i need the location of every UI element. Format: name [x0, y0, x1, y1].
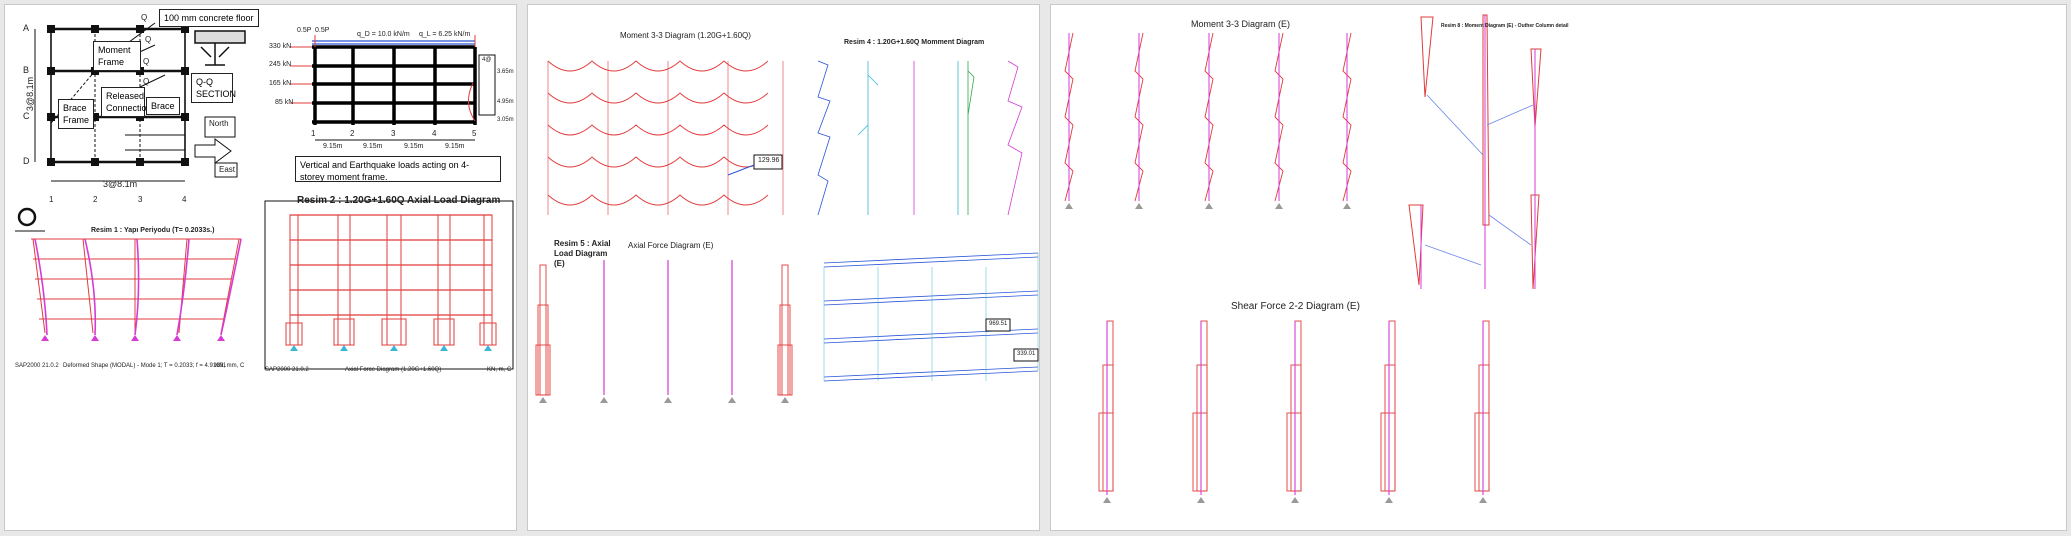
slide-1-drawing — [15, 22, 514, 370]
resim2-footer-right: KN, m, C — [487, 367, 512, 373]
elev-col-5: 5 — [472, 129, 477, 138]
resim1-footer-mid: Deformed Shape (MODAL) - Mode 1; T = 0.2… — [63, 363, 227, 369]
story-height-3: 4.95m — [497, 99, 514, 105]
slide2-moment-callout: 129.96 — [758, 157, 780, 164]
resim2-footer-left: SAP2000 21.0.2 — [265, 367, 309, 373]
q-mark-4: Q — [143, 77, 150, 86]
callout-brace-frame: Brace Frame — [58, 99, 94, 129]
axis-col-2: 2 — [93, 195, 98, 204]
slide3-moment-title: Moment 3-3 Diagram (E) — [1191, 19, 1291, 29]
bay-2: 9.15m — [363, 143, 383, 150]
axial-e-title: Axial Force Diagram (E) — [628, 241, 714, 250]
story-height-1: 4@ — [482, 57, 492, 63]
slide2-moment-title: Moment 3-3 Diagram (1.20G+1.60Q) — [620, 31, 751, 40]
bay-3: 9.15m — [404, 143, 424, 150]
q-mark-3: Q — [143, 57, 150, 66]
bay-1: 9.15m — [323, 143, 343, 150]
q-mark-2: Q — [145, 35, 152, 44]
shear-callout-1: 969.51 — [989, 321, 1008, 327]
resim5-title: Resim 5 : Axial Load Diagram (E) — [554, 239, 611, 268]
shear-title: Shear Force 2-2 Diagram (E) — [1231, 301, 1360, 312]
slide-3[interactable]: Moment 3-3 Diagram (E) Resim 8 : Moment … — [1050, 4, 2067, 531]
axis-row-a: A — [23, 23, 30, 33]
lateral-load-2: 245 kN — [269, 61, 292, 68]
slide-1[interactable]: A B C D 1 2 3 4 3@8.1m 3@8.1m 100 mm con… — [4, 4, 517, 531]
q-mark-1: Q — [141, 13, 148, 22]
elev-col-1: 1 — [311, 129, 316, 138]
elev-col-4: 4 — [432, 129, 437, 138]
top-load-4: q_L = 6.25 kN/m — [419, 31, 471, 38]
axis-row-c: C — [23, 111, 30, 121]
top-load-3: q_D = 10.0 kN/m — [357, 31, 410, 38]
slide-2[interactable]: Moment 3-3 Diagram (1.20G+1.60Q) 129.96 … — [527, 4, 1040, 531]
top-load-1: 0.5P — [297, 27, 312, 34]
story-height-2: 3.65m — [497, 69, 514, 75]
elevation-caption: Vertical and Earthquake loads acting on … — [295, 156, 501, 182]
resim1-title: Resim 1 : Yapı Periyodu (T= 0.2033s.) — [91, 227, 215, 234]
lateral-load-4: 85 kN — [275, 99, 294, 106]
story-height-4: 3.05m — [497, 117, 514, 123]
resim2-footer-mid: Axial Force Diagram (1.20G+1.60Q) — [345, 367, 442, 373]
north-label: North — [209, 119, 229, 128]
dim-vertical: 3@8.1m — [25, 76, 36, 112]
elev-col-2: 2 — [350, 129, 355, 138]
top-load-2: 0.5P — [315, 27, 330, 34]
bay-4: 9.15m — [445, 143, 465, 150]
slide-3-drawing — [1064, 14, 1542, 503]
axis-col-1: 1 — [49, 195, 54, 204]
axis-col-3: 3 — [138, 195, 143, 204]
resim1-footer-right: KN, mm, C — [215, 363, 245, 369]
callout-floor: 100 mm concrete floor — [159, 9, 259, 27]
dim-horizontal: 3@8.1m — [103, 179, 138, 189]
callout-brace: Brace — [146, 97, 180, 115]
east-label: East — [219, 165, 236, 174]
elev-col-3: 3 — [391, 129, 396, 138]
axis-col-4: 4 — [182, 195, 187, 204]
shear-callout-2: 339.01 — [1017, 351, 1036, 357]
callout-moment-frame: Moment Frame — [93, 41, 141, 71]
resim2-title: Resim 2 : 1.20G+1.60Q Axial Load Diagram — [297, 195, 501, 206]
lateral-load-3: 165 kN — [269, 80, 292, 87]
axis-row-b: B — [23, 65, 30, 75]
axis-row-d: D — [23, 156, 30, 166]
slide-2-drawing — [535, 60, 1039, 403]
lateral-load-1: 330 kN — [269, 43, 292, 50]
resim4-title: Resim 4 : 1.20G+1.60Q Momment Diagram — [844, 39, 985, 46]
resim8-title: Resim 8 : Moment Diagram (E) - Outher Co… — [1441, 23, 1569, 29]
resim1-footer-left: SAP2000 21.0.2 — [15, 363, 59, 369]
callout-section: Q-Q SECTION — [191, 73, 236, 103]
callout-released-connection: Released Connection — [101, 87, 152, 117]
